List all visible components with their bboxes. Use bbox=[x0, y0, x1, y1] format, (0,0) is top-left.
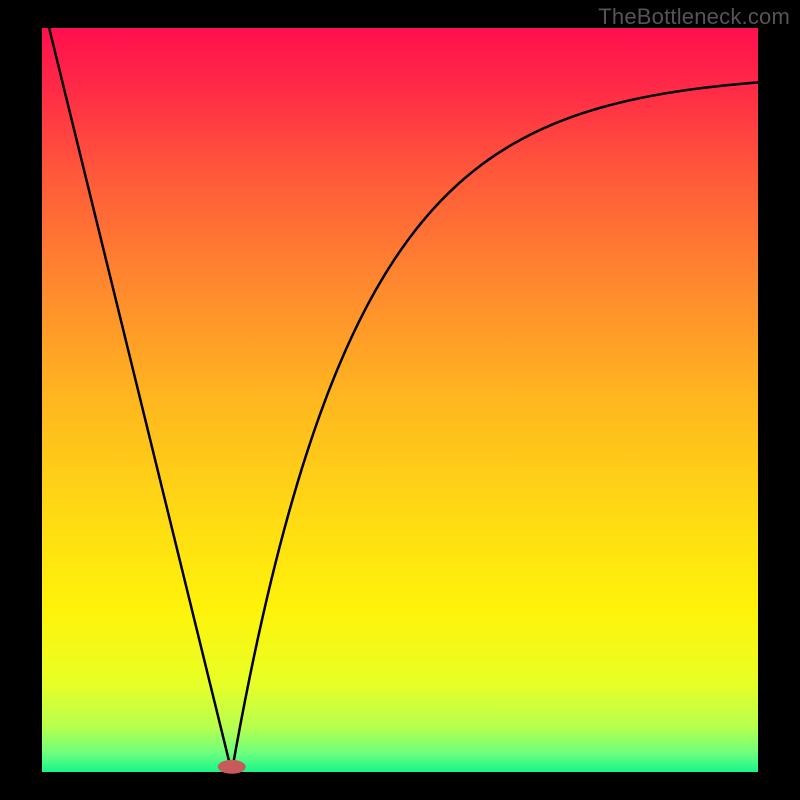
optimum-marker bbox=[218, 760, 246, 774]
plot-background bbox=[42, 28, 758, 772]
chart-stage: TheBottleneck.com bbox=[0, 0, 800, 800]
watermark-text: TheBottleneck.com bbox=[598, 4, 790, 30]
bottleneck-chart bbox=[0, 0, 800, 800]
